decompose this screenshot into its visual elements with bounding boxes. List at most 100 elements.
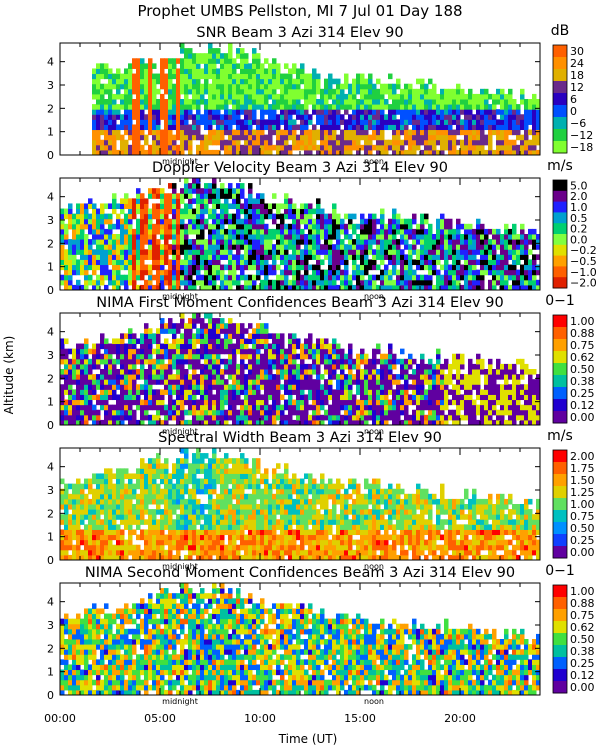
x-tick-label: 20:00 bbox=[444, 712, 476, 725]
y-axis-label: Altitude (km) bbox=[2, 336, 16, 415]
x-tick-label: 00:00 bbox=[44, 712, 76, 725]
colorbar-tick-label: −0.5 bbox=[570, 255, 597, 268]
colorbar-tick-label: 1.00 bbox=[570, 498, 595, 511]
panel-4: Spectral Width Beam 3 Azi 314 Elev 90 m/s… bbox=[47, 428, 595, 571]
colorbar-unit: 0−1 bbox=[545, 563, 575, 579]
x-tick-label: 10:00 bbox=[244, 712, 276, 725]
colorbar-unit: 0−1 bbox=[545, 293, 575, 309]
y-tick-label: 3 bbox=[47, 619, 54, 632]
heatmap-cells bbox=[60, 583, 541, 696]
colorbar: 2.001.751.501.251.000.750.500.250.00 bbox=[552, 449, 595, 559]
colorbar-tick-label: 0.38 bbox=[570, 375, 595, 388]
y-tick-label: 2 bbox=[47, 642, 54, 655]
colorbar-tick-label: 2.0 bbox=[570, 190, 588, 203]
panel-title: Spectral Width Beam 3 Azi 314 Elev 90 bbox=[158, 430, 442, 446]
panel-title: NIMA Second Moment Confidences Beam 3 Az… bbox=[85, 565, 515, 581]
noon-marker: noon bbox=[364, 427, 384, 436]
colorbar-tick-label: 0.2 bbox=[570, 223, 588, 236]
y-tick-label: 3 bbox=[47, 349, 54, 362]
colorbar-tick-label: 12 bbox=[570, 81, 584, 94]
y-tick-label: 4 bbox=[47, 596, 54, 609]
y-tick-label: 2 bbox=[47, 237, 54, 250]
colorbar-tick-label: 0.50 bbox=[570, 633, 595, 646]
midnight-marker: midnight bbox=[162, 697, 198, 706]
colorbar-tick-label: 0.62 bbox=[570, 351, 595, 364]
heatmap-cells bbox=[60, 178, 541, 291]
y-tick-label: 0 bbox=[47, 554, 54, 567]
midnight-marker: midnight bbox=[162, 562, 198, 571]
heatmap-cells bbox=[92, 43, 541, 156]
midnight-marker: midnight bbox=[162, 427, 198, 436]
colorbar-tick-label: 0.00 bbox=[570, 546, 595, 559]
colorbar-tick-label: 0.12 bbox=[570, 399, 595, 412]
colorbar: 1.000.880.750.620.500.380.250.120.00 bbox=[552, 314, 595, 424]
x-axis-label: Time (UT) bbox=[278, 732, 338, 746]
colorbar-tick-label: 0.62 bbox=[570, 621, 595, 634]
colorbar-unit: dB bbox=[551, 23, 570, 39]
colorbar-tick-label: 0.25 bbox=[570, 387, 595, 400]
panel-2: Doppler Velocity Beam 3 Azi 314 Elev 90 m… bbox=[47, 158, 597, 301]
colorbar-tick-label: 0.0 bbox=[570, 233, 588, 246]
colorbar-tick-label: 0.50 bbox=[570, 522, 595, 535]
panel-title: NIMA First Moment Confidences Beam 3 Azi… bbox=[96, 295, 503, 311]
noon-marker: noon bbox=[364, 292, 384, 301]
y-tick-label: 4 bbox=[47, 191, 54, 204]
colorbar-tick-label: 18 bbox=[570, 69, 584, 82]
figure-title: Prophet UMBS Pellston, MI 7 Jul 01 Day 1… bbox=[137, 2, 462, 20]
heatmap-cells bbox=[60, 448, 541, 561]
y-tick-label: 4 bbox=[47, 461, 54, 474]
y-tick-label: 2 bbox=[47, 372, 54, 385]
colorbar-tick-label: 24 bbox=[570, 57, 584, 70]
noon-marker: noon bbox=[364, 562, 384, 571]
y-tick-label: 0 bbox=[47, 284, 54, 297]
colorbar-tick-label: 0.88 bbox=[570, 327, 595, 340]
colorbar-tick-label: 0.50 bbox=[570, 363, 595, 376]
colorbar-tick-label: −6 bbox=[570, 117, 586, 130]
y-tick-label: 4 bbox=[47, 326, 54, 339]
colorbar-tick-label: 30 bbox=[570, 45, 584, 58]
panels: SNR Beam 3 Azi 314 Elev 90 dB01234midnigh… bbox=[47, 23, 597, 706]
y-tick-label: 0 bbox=[47, 689, 54, 702]
colorbar-unit: m/s bbox=[547, 158, 573, 174]
y-tick-label: 0 bbox=[47, 419, 54, 432]
x-tick-label: 15:00 bbox=[344, 712, 376, 725]
colorbar-tick-label: −12 bbox=[570, 129, 593, 142]
y-tick-label: 1 bbox=[47, 531, 54, 544]
colorbar: 1.000.880.750.620.500.380.250.120.00 bbox=[552, 584, 595, 694]
panel-title: Doppler Velocity Beam 3 Azi 314 Elev 90 bbox=[152, 160, 448, 176]
colorbar-tick-label: −0.2 bbox=[570, 244, 597, 257]
noon-marker: noon bbox=[364, 697, 384, 706]
colorbar-tick-label: 1.50 bbox=[570, 474, 595, 487]
panel-title: SNR Beam 3 Azi 314 Elev 90 bbox=[196, 25, 403, 41]
panel-3: NIMA First Moment Confidences Beam 3 Azi… bbox=[47, 293, 595, 436]
colorbar-tick-label: 0.38 bbox=[570, 645, 595, 658]
colorbar-tick-label: 0.88 bbox=[570, 597, 595, 610]
colorbar-tick-label: 0.75 bbox=[570, 339, 595, 352]
colorbar-unit: m/s bbox=[547, 428, 573, 444]
colorbar-tick-label: 5.0 bbox=[570, 179, 588, 192]
colorbar-tick-label: 6 bbox=[570, 93, 577, 106]
y-tick-label: 4 bbox=[47, 56, 54, 69]
colorbar-tick-label: 0.00 bbox=[570, 681, 595, 694]
y-tick-label: 3 bbox=[47, 484, 54, 497]
colorbar-tick-label: −18 bbox=[570, 141, 593, 154]
panel-5: NIMA Second Moment Confidences Beam 3 Az… bbox=[47, 563, 595, 706]
colorbar-tick-label: 0.00 bbox=[570, 411, 595, 424]
colorbar-tick-label: 0.25 bbox=[570, 534, 595, 547]
colorbar-tick-label: 0.5 bbox=[570, 212, 588, 225]
y-tick-label: 2 bbox=[47, 507, 54, 520]
y-tick-label: 3 bbox=[47, 214, 54, 227]
panel-1: SNR Beam 3 Azi 314 Elev 90 dB01234midnigh… bbox=[47, 23, 593, 166]
y-tick-label: 1 bbox=[47, 261, 54, 274]
colorbar-tick-label: −1.0 bbox=[570, 266, 597, 279]
colorbar-tick-label: −2.0 bbox=[570, 277, 597, 290]
colorbar-tick-label: 1.00 bbox=[570, 315, 595, 328]
colorbar-tick-label: 0.75 bbox=[570, 510, 595, 523]
colorbar-tick-label: 1.00 bbox=[570, 585, 595, 598]
colorbar-tick-label: 0.12 bbox=[570, 669, 595, 682]
x-tick-label: 05:00 bbox=[144, 712, 176, 725]
colorbar-tick-label: 0 bbox=[570, 105, 577, 118]
colorbar: 5.02.01.00.50.20.0−0.2−0.5−1.0−2.0 bbox=[552, 179, 597, 290]
